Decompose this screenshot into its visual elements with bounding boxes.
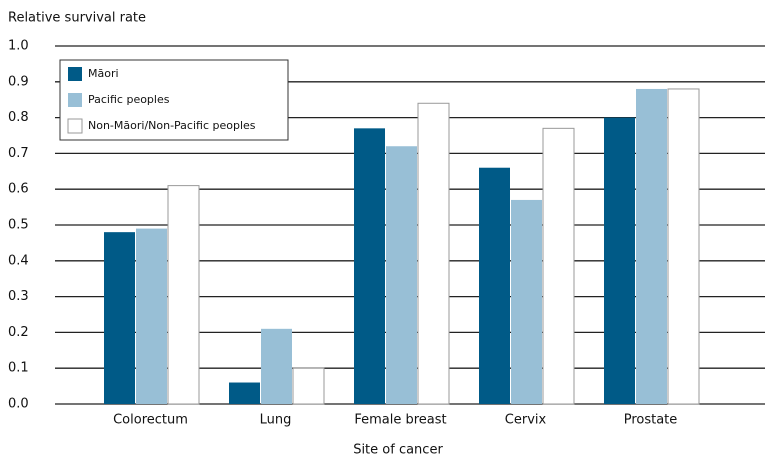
chart-title: Relative survival rate	[8, 11, 146, 26]
y-tick-label: 0.9	[8, 74, 29, 89]
legend-swatch	[67, 118, 83, 134]
bar	[511, 199, 542, 404]
x-tick-label: Colorectum	[113, 413, 188, 428]
y-tick-label: 0.2	[8, 325, 29, 340]
bar	[292, 367, 325, 405]
legend-swatch	[68, 67, 82, 81]
bar	[542, 127, 575, 405]
bar	[386, 146, 417, 405]
y-tick-label: 0.3	[8, 289, 29, 304]
y-tick-label: 1.0	[8, 39, 29, 54]
legend-label: Pacific peoples	[88, 93, 170, 106]
bar	[636, 88, 667, 405]
bar	[667, 88, 700, 405]
x-tick-label: Female breast	[354, 413, 446, 428]
y-tick-label: 0.6	[8, 182, 29, 197]
bar	[604, 117, 635, 404]
x-tick-label: Lung	[260, 413, 292, 428]
bar	[167, 185, 200, 405]
y-tick-label: 0.0	[8, 397, 29, 412]
x-axis-label: Site of cancer	[353, 443, 443, 458]
bar	[229, 382, 260, 404]
legend: Māori Pacific peoples Non-Māori/Non-Pacifi…	[59, 59, 289, 141]
bar	[104, 232, 135, 404]
bar	[261, 328, 292, 404]
bar	[417, 102, 450, 405]
y-tick-label: 0.4	[8, 253, 29, 268]
y-tick-label: 0.1	[8, 361, 29, 376]
bar	[136, 228, 167, 404]
bar	[479, 167, 510, 404]
y-tick-label: 0.8	[8, 110, 29, 125]
y-tick-label: 0.7	[8, 146, 29, 161]
legend-label: Māori	[88, 67, 119, 80]
x-tick-label: Cervix	[505, 413, 547, 428]
x-tick-label: Prostate	[624, 413, 678, 428]
bar	[354, 128, 385, 404]
y-tick-label: 0.5	[8, 218, 29, 233]
legend-swatch	[68, 93, 82, 107]
legend-label: Non-Māori/Non-Pacific peoples	[88, 119, 256, 132]
legend-box	[59, 59, 289, 141]
